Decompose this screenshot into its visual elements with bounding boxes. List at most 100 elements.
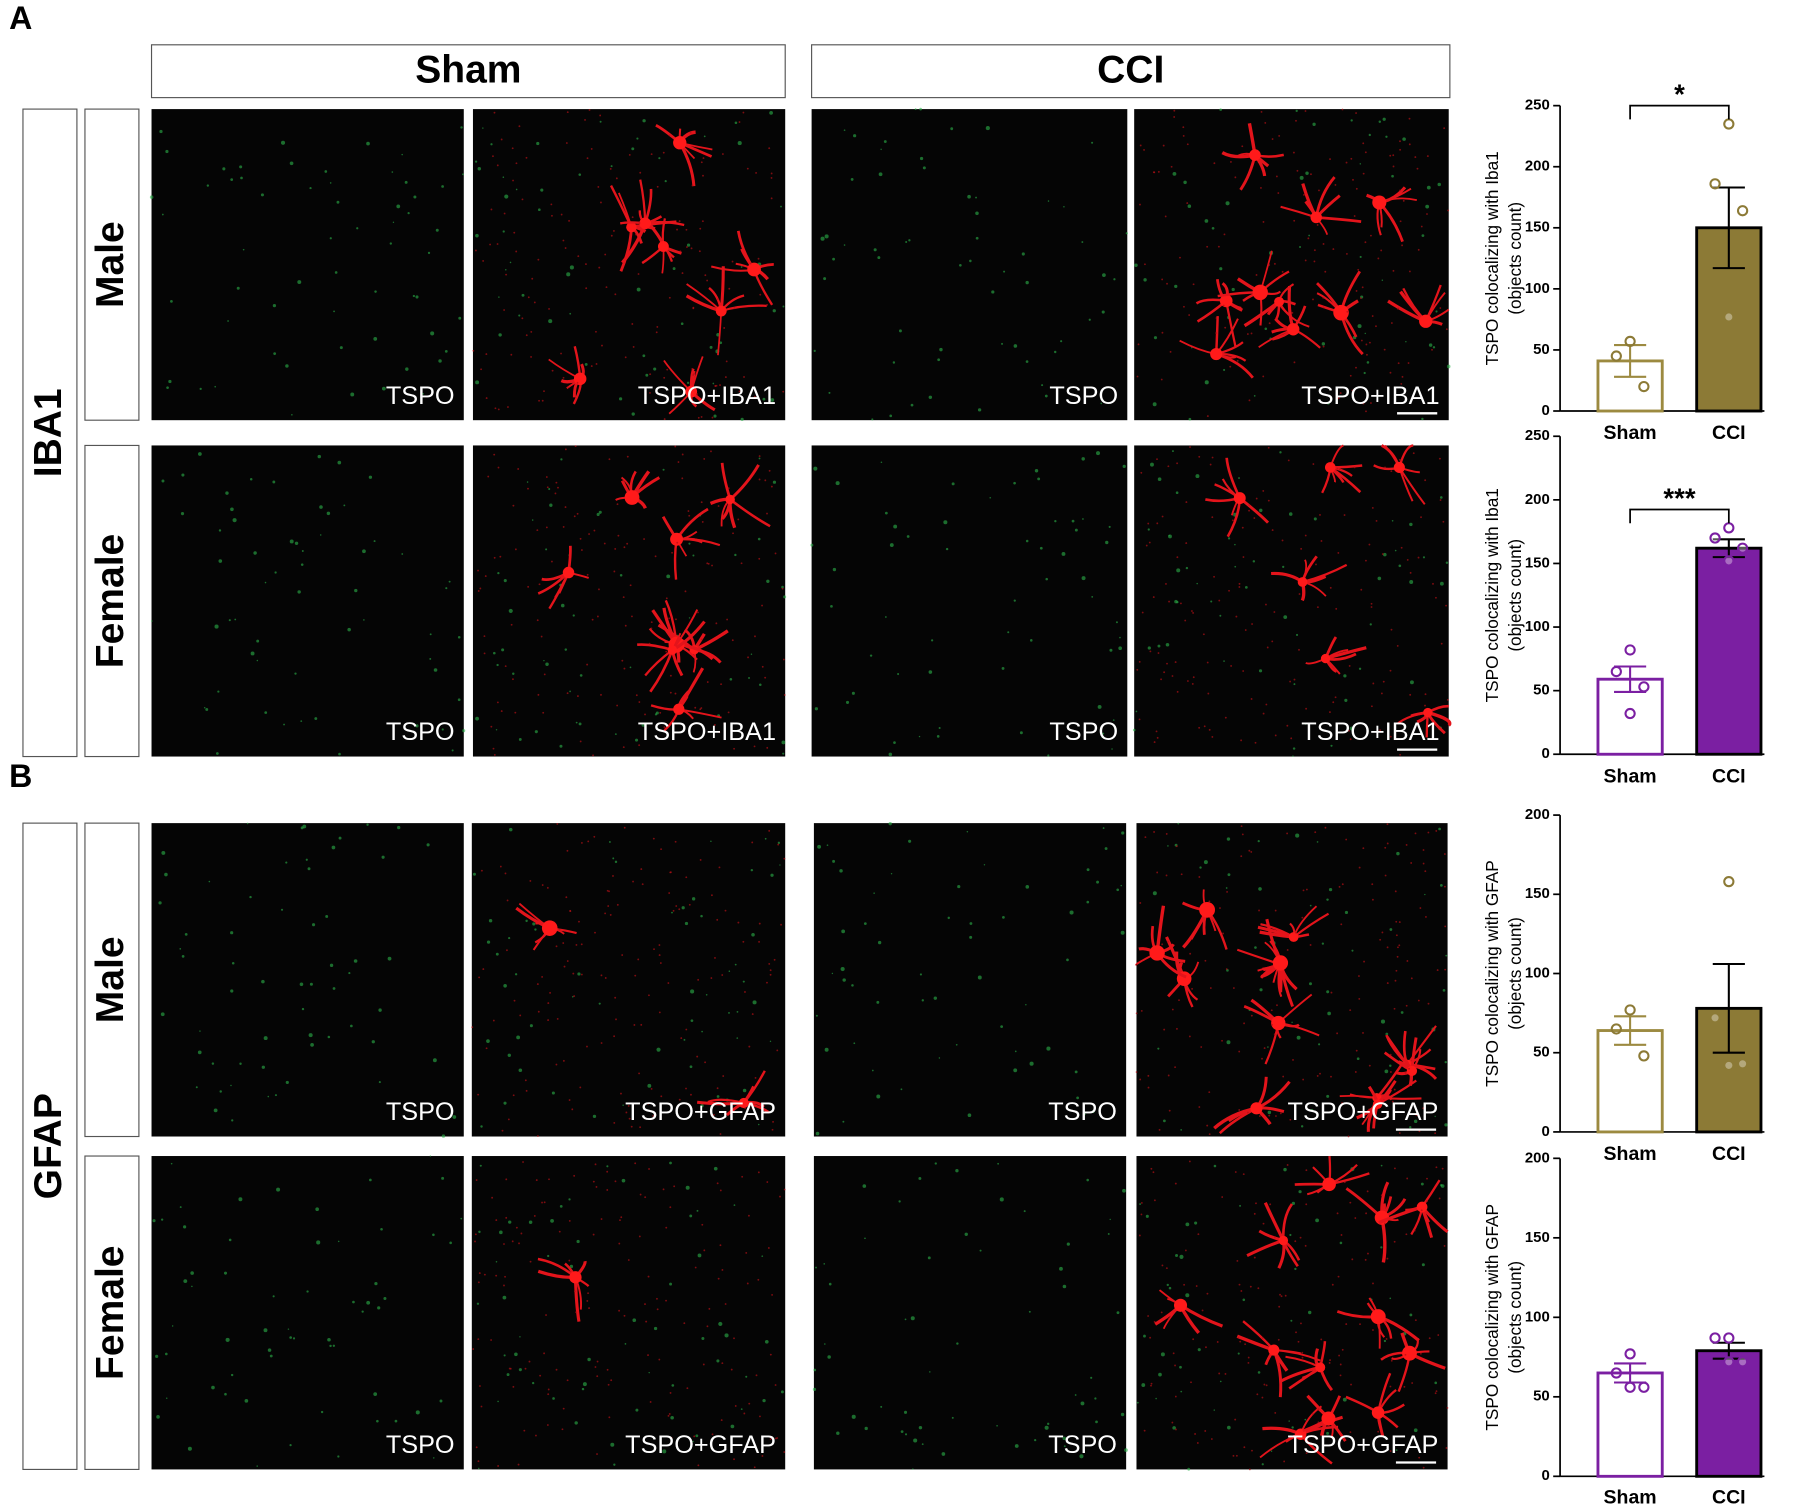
green-spot (700, 914, 703, 918)
green-spot (783, 595, 787, 599)
green-spot (964, 1232, 968, 1236)
red-speck (700, 161, 703, 164)
green-spot (574, 1421, 578, 1425)
red-speck (1144, 263, 1146, 266)
red-speck (1185, 501, 1188, 503)
red-speck (1191, 610, 1193, 612)
red-speck (1295, 931, 1297, 934)
cell-body (639, 217, 652, 230)
red-speck (1179, 256, 1181, 259)
green-spot (362, 549, 366, 554)
green-spot (1199, 866, 1202, 869)
green-spot (373, 337, 378, 341)
green-spot (1118, 646, 1123, 651)
green-spot (758, 457, 761, 460)
green-spot (451, 749, 454, 752)
cell-body (1219, 294, 1233, 308)
green-spot (559, 1205, 563, 1208)
red-speck (1160, 378, 1163, 381)
red-speck (743, 1412, 746, 1415)
red-speck (568, 219, 570, 222)
red-speck (1317, 1408, 1320, 1411)
green-spot (1066, 958, 1069, 962)
green-spot (1389, 1297, 1392, 1300)
red-speck (1435, 1390, 1438, 1393)
red-speck (613, 1121, 616, 1124)
red-speck (648, 1168, 650, 1170)
red-speck (605, 286, 608, 289)
green-spot (458, 316, 462, 320)
green-spot (1025, 539, 1029, 543)
green-spot (893, 524, 898, 529)
red-speck (1274, 909, 1277, 912)
red-speck (530, 356, 532, 358)
green-spot (1100, 402, 1103, 405)
red-speck (1262, 221, 1265, 223)
green-spot (877, 256, 881, 260)
green-spot (170, 300, 173, 303)
green-spot (218, 559, 223, 563)
green-spot (764, 837, 767, 840)
cell-body (1324, 462, 1336, 473)
red-speck (1343, 1181, 1346, 1184)
green-spot (889, 543, 894, 547)
red-speck (647, 1275, 650, 1278)
red-speck (540, 635, 543, 638)
red-speck (717, 1277, 720, 1280)
green-spot (1019, 731, 1023, 735)
green-spot (518, 738, 522, 741)
red-speck (662, 1188, 665, 1191)
red-speck (1396, 307, 1399, 310)
green-spot (680, 322, 684, 326)
red-speck (723, 722, 726, 725)
x-tick-label: CCI (1712, 765, 1746, 787)
red-speck (724, 909, 727, 912)
green-spot (662, 468, 665, 471)
green-spot (904, 1433, 908, 1436)
green-spot (1226, 1040, 1231, 1045)
red-speck (531, 277, 534, 280)
green-spot (769, 111, 773, 115)
cell-body (1272, 955, 1289, 971)
red-speck (1411, 1382, 1414, 1384)
green-spot (1219, 614, 1222, 617)
green-spot (350, 392, 355, 397)
green-spot (666, 574, 671, 579)
red-speck (1390, 322, 1393, 324)
cell-body (1371, 1406, 1385, 1419)
red-speck (1167, 465, 1170, 468)
image-label: TSPO+GFAP (1288, 1098, 1439, 1126)
red-speck (1393, 1167, 1396, 1170)
green-spot (1298, 1190, 1302, 1194)
red-speck (673, 1185, 676, 1188)
red-speck (1322, 345, 1325, 348)
red-speck (1355, 112, 1357, 114)
green-spot (598, 510, 602, 514)
green-spot (441, 728, 444, 731)
green-spot (1439, 496, 1443, 499)
row-box (22, 108, 78, 758)
green-spot (1327, 1011, 1331, 1016)
red-speck (1238, 1283, 1241, 1286)
red-speck (754, 1076, 757, 1079)
red-speck (1242, 1173, 1245, 1176)
green-spot (1444, 1123, 1448, 1127)
red-speck (555, 945, 558, 948)
red-speck (1139, 902, 1142, 904)
green-spot (1165, 643, 1170, 647)
cell-body (569, 1271, 582, 1284)
red-speck (1406, 1177, 1409, 1180)
y-tick-label: 250 (1525, 97, 1550, 114)
green-spot (770, 873, 774, 877)
data-point (1736, 1058, 1749, 1070)
red-speck (596, 615, 599, 618)
red-speck (721, 153, 724, 155)
green-spot (1290, 1319, 1293, 1322)
cell-body (1278, 1235, 1289, 1246)
green-spot (289, 161, 294, 166)
red-speck (631, 615, 633, 618)
green-spot (1358, 667, 1362, 670)
red-speck (685, 228, 688, 231)
red-speck (572, 972, 575, 975)
red-speck (483, 1273, 486, 1276)
